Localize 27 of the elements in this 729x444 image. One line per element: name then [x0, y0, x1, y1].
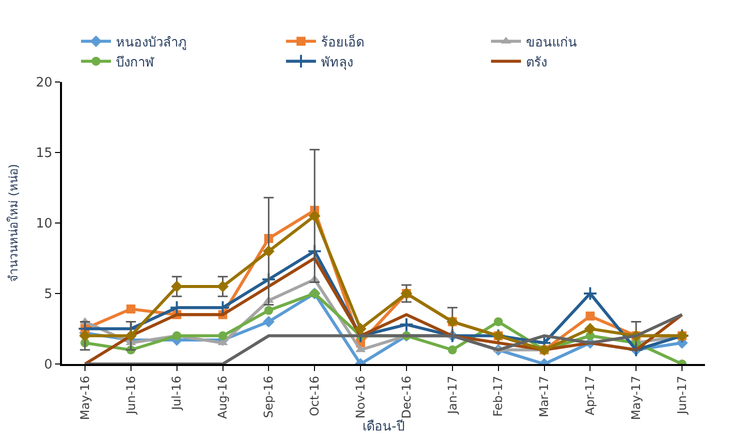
x-tick-label: Aug-16 [216, 376, 230, 419]
y-tick-label: 20 [36, 76, 52, 91]
x-tick-label: May-17 [629, 376, 644, 420]
x-tick-label: Dec-16 [399, 376, 414, 419]
x-tick-label: Jun-16 [124, 376, 138, 416]
x-tick-label: May-16 [78, 376, 92, 420]
x-tick-label: Apr-17 [583, 376, 598, 416]
x-tick-label: Jan-17 [445, 376, 460, 415]
x-tick-label: Nov-16 [353, 376, 368, 419]
y-tick-label: 0 [44, 358, 52, 373]
y-tick-label: 10 [36, 216, 52, 232]
y-axis-title: จำนวนหน่อใหม่ (หน่อ) [6, 164, 21, 282]
x-tick-label: Jun-17 [674, 376, 689, 416]
legend-label: ขอนแก่น [526, 35, 577, 50]
legend-label: หนองบัวลำภู [116, 35, 187, 50]
x-tick-label: Mar-17 [537, 376, 552, 418]
legend-label: ตรัง [526, 55, 547, 70]
y-tick-label: 5 [44, 287, 52, 302]
x-axis-title: เดือน-ปี [362, 418, 404, 435]
y-tick-label: 15 [36, 146, 52, 162]
x-tick-label: Jul-16 [170, 376, 184, 411]
legend-label: บึงกาฬ [116, 55, 155, 70]
x-tick-label: Feb-17 [491, 376, 506, 417]
legend-label: พัทลุง [321, 55, 353, 70]
x-tick-label: Oct-16 [308, 376, 322, 416]
x-tick-label: Sep-16 [262, 376, 276, 418]
legend-label: ร้อยเอ็ด [321, 32, 364, 50]
